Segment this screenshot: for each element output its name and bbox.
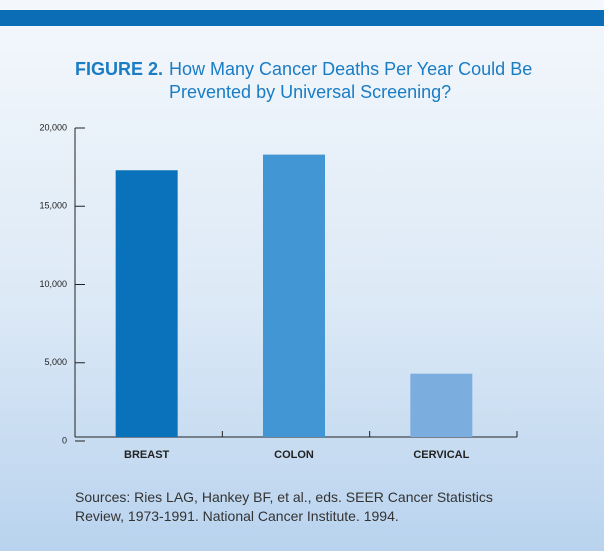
y-tick-label: 15,000	[39, 201, 67, 211]
y-tick-label: 0	[62, 435, 67, 445]
y-tick-label: 5,000	[44, 357, 67, 367]
chart-title: FIGURE 2. How Many Cancer Deaths Per Yea…	[75, 58, 545, 104]
bar	[410, 373, 473, 437]
x-tick-label: CERVICAL	[413, 449, 469, 461]
x-tick-label: BREAST	[124, 449, 170, 461]
bar	[263, 154, 325, 438]
y-tick-label: 10,000	[39, 279, 67, 289]
x-tick-label: COLON	[274, 449, 314, 461]
bar	[115, 170, 178, 437]
title-text: How Many Cancer Deaths Per Year Could Be…	[169, 59, 533, 102]
y-tick-label: 20,000	[39, 122, 67, 132]
header-band	[0, 10, 604, 26]
figure-label: FIGURE 2.	[75, 59, 164, 79]
source-note: Sources: Ries LAG, Hankey BF, et al., ed…	[75, 489, 493, 524]
